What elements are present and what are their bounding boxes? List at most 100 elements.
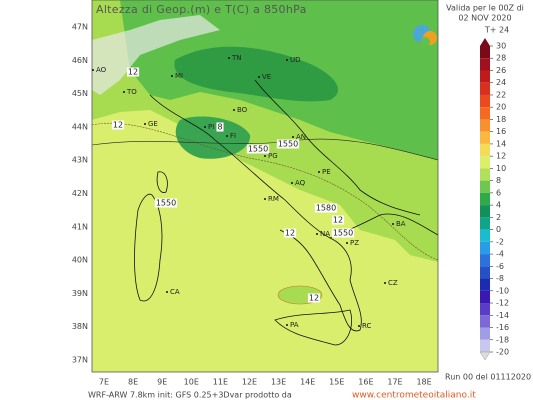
city-label: VE — [262, 73, 271, 81]
contour-label-bg — [276, 139, 300, 149]
legend-swatch — [480, 143, 490, 157]
lat-label: 47N — [72, 23, 88, 32]
contour-label-bg — [246, 144, 270, 154]
legend-swatch — [480, 266, 490, 279]
city-dot — [264, 198, 266, 200]
coastline-corsica — [156, 171, 168, 193]
city-label: BO — [237, 106, 248, 114]
city-label: PE — [322, 168, 331, 176]
lat-label: 39N — [72, 289, 88, 298]
legend-label: 4 — [496, 201, 501, 210]
legend-arrow — [480, 38, 490, 46]
city-dot — [384, 282, 386, 284]
legend-label: 14 — [496, 139, 506, 148]
legend-swatch — [480, 229, 490, 242]
logo — [413, 25, 437, 47]
map-frame — [91, 0, 439, 373]
legend-label: 0 — [496, 225, 501, 234]
lon-label: 12E — [242, 378, 257, 387]
city-dot — [264, 155, 266, 157]
legend-label: 26 — [496, 66, 506, 75]
legend-swatch — [480, 217, 490, 230]
lat-label: 42N — [72, 189, 88, 198]
legend-label: 20 — [496, 103, 506, 112]
legend-swatch — [480, 168, 490, 181]
lon-label: 11E — [213, 378, 228, 387]
temperature-zone — [174, 46, 339, 102]
contour-label: 12 — [128, 68, 138, 77]
legend-swatch — [480, 180, 490, 193]
lon-label: 8E — [128, 378, 138, 387]
legend-label: -18 — [496, 335, 509, 344]
map-title: Altezza di Geop.(m) e T(C) a 850hPa — [96, 3, 307, 16]
city-label: NA — [320, 230, 330, 238]
lon-label: 13E — [271, 378, 286, 387]
legend-swatch — [480, 70, 490, 83]
lat-label: 37N — [72, 356, 88, 365]
contour-label: 1550 — [248, 145, 268, 154]
city-dot — [92, 69, 94, 71]
legend-label: 30 — [496, 42, 506, 51]
city-dot — [226, 135, 228, 137]
city-label: MI — [175, 72, 183, 80]
contour-label-bg — [216, 122, 224, 132]
legend-swatch — [480, 107, 490, 120]
city-label: UD — [290, 56, 301, 64]
city-dot — [286, 59, 288, 61]
city-label: PG — [268, 152, 278, 160]
legend-swatch — [480, 278, 490, 291]
lon-label: 17E — [387, 378, 402, 387]
lat-label: 40N — [72, 256, 88, 265]
legend-label: -20 — [496, 348, 509, 357]
contour-label-bg — [111, 120, 125, 130]
legend-swatch — [480, 327, 490, 340]
city-dot — [346, 242, 348, 244]
city-dot — [316, 233, 318, 235]
legend-swatch — [480, 119, 490, 132]
city-dot — [144, 123, 146, 125]
coastline-sicily — [274, 309, 352, 346]
lon-label: 10E — [184, 378, 199, 387]
lon-label: 18E — [416, 378, 431, 387]
legend-label: 8 — [496, 176, 501, 185]
legend-label: 24 — [496, 78, 506, 87]
legend-swatch — [480, 290, 490, 304]
legend-swatch — [480, 315, 490, 328]
legend-swatch — [480, 192, 490, 206]
legend-label: 28 — [496, 54, 506, 63]
contour-label: 1550 — [156, 199, 176, 208]
lon-label: 14E — [300, 378, 315, 387]
legend-swatch — [480, 156, 490, 169]
city-label: TO — [126, 88, 137, 96]
legend-label: -4 — [496, 250, 504, 259]
site-label: www.centrometeoitaliano.it — [352, 391, 476, 400]
legend-label: -14 — [496, 311, 509, 320]
legend-label: 22 — [496, 90, 506, 99]
legend-label: -12 — [496, 299, 509, 308]
city-dot — [258, 76, 260, 78]
city-dot — [392, 223, 394, 225]
lon-label: 9E — [157, 378, 167, 387]
contour-label-bg — [154, 198, 178, 208]
legend-swatch — [480, 241, 490, 255]
legend-swatch — [480, 131, 490, 144]
legend-swatch — [480, 205, 490, 218]
legend-label: 12 — [496, 152, 506, 161]
legend-swatch — [480, 46, 490, 59]
contour-label-bg — [126, 67, 140, 77]
contour-label-bg — [331, 228, 355, 238]
contour-label: 12 — [333, 216, 343, 225]
legend-swatch — [480, 339, 490, 352]
contour-label-bg — [314, 203, 338, 213]
contour-label: 8 — [217, 123, 222, 132]
contour-label: 12 — [285, 229, 295, 238]
city-label: PZ — [350, 239, 359, 247]
city-label: PA — [290, 321, 299, 329]
legend-swatch — [480, 58, 490, 71]
city-label: CA — [170, 288, 180, 296]
lat-label: 44N — [72, 122, 88, 131]
legend-label: -6 — [496, 262, 504, 271]
legend-arrow — [479, 351, 491, 361]
legend-label: -16 — [496, 323, 509, 332]
city-label: BA — [396, 220, 406, 228]
